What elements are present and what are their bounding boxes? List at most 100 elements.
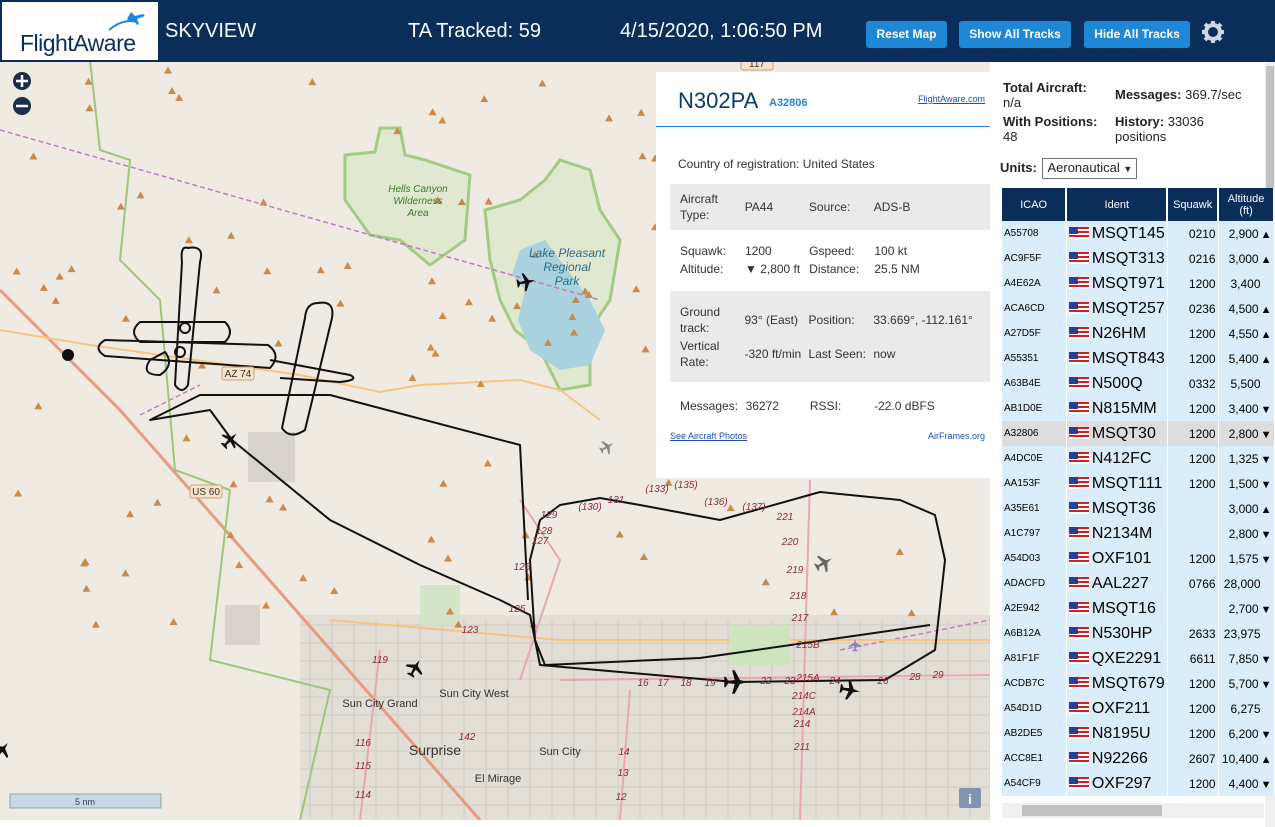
ident: N8195U (1066, 721, 1168, 746)
show-tracks-button[interactable]: Show All Tracks (959, 21, 1071, 48)
aircraft-row[interactable]: A81F1F QXE2291 6611 7,850 ▼ (1002, 646, 1275, 671)
aircraft-row[interactable]: AC9F5F MSQT313 0216 3,000 ▲ (1002, 246, 1275, 271)
peak (330, 586, 339, 594)
altitude-value: 7,850 (1228, 651, 1259, 666)
peak (438, 116, 447, 124)
aircraft-row[interactable]: A54CF9 OXF297 1200 4,400 ▼ (1002, 771, 1275, 796)
info-button[interactable] (959, 788, 981, 808)
map-label: 125 (509, 604, 526, 615)
photos-link[interactable]: See Aircraft Photos (670, 431, 748, 441)
icao: A35E61 (1002, 496, 1067, 521)
aircraft-row[interactable]: A63B4E N500Q 0332 5,500 (1002, 371, 1275, 396)
zoom-in[interactable] (13, 72, 31, 90)
ident: OXF101 (1066, 546, 1168, 571)
altitude: 10,400 ▲ (1218, 746, 1275, 771)
info-label: Last Seen: (808, 346, 866, 361)
trend: ▼ (1260, 453, 1272, 466)
aircraft-row[interactable]: A1C797 N2134M 2,800 ▼ (1002, 521, 1275, 546)
ident: MSQT313 (1066, 246, 1168, 271)
map-label: 12 (615, 792, 627, 803)
peak (457, 198, 466, 206)
zoom-out[interactable] (13, 97, 31, 115)
aircraft-row[interactable]: A6B12A N530HP 2633 23,975 (1002, 621, 1275, 646)
altitude-value: 1,500 (1228, 476, 1259, 491)
h-scrollbar[interactable] (1002, 803, 1264, 818)
ident: MSQT16 (1066, 596, 1168, 621)
icao: A27D5F (1002, 321, 1067, 346)
aircraft-row[interactable]: ACC8E1 N92266 2607 10,400 ▲ (1002, 746, 1275, 771)
trend: ▼ (1260, 528, 1272, 541)
ident-text: MSQT16 (1091, 599, 1156, 617)
icao: AC9F5F (1002, 246, 1067, 271)
aircraft-row[interactable]: A27D5F N26HM 1200 4,550 ▲ (1002, 321, 1275, 346)
aircraft-row[interactable]: A4DC0E N412FC 1200 1,325 ▼ (1002, 446, 1275, 471)
map-label: 219 (786, 565, 804, 576)
peak (581, 287, 590, 295)
peak (393, 127, 402, 135)
peak (444, 554, 453, 562)
info-button-label[interactable]: i (968, 791, 972, 807)
settings-gear[interactable] (1200, 19, 1226, 45)
trend: ▼ (1260, 678, 1272, 691)
ident: N2134M (1066, 521, 1168, 546)
flightaware-link[interactable]: FlightAware.com (918, 94, 985, 104)
peak (116, 202, 125, 210)
logo-plane (108, 12, 145, 31)
peak (279, 503, 288, 511)
altitude-value: 3,400 (1228, 401, 1259, 416)
icao: A32806 (1002, 421, 1067, 446)
peak (227, 231, 236, 239)
map-label: 23 (783, 676, 796, 687)
trend: ▼ (1260, 728, 1272, 741)
aircraft-row[interactable]: A35E61 MSQT36 3,000 ▲ (1002, 496, 1275, 521)
hide-tracks-button[interactable]: Hide All Tracks (1084, 21, 1190, 48)
aircraft-row[interactable]: A55351 MSQT843 1200 5,400 ▲ (1002, 346, 1275, 371)
peak (308, 78, 317, 86)
airframes-link[interactable]: AirFrames.org (927, 431, 985, 441)
icao: AA153F (1002, 471, 1067, 496)
info-row: Ground track: 93° (East) Position: 33.669°,… (680, 303, 980, 337)
peak (126, 510, 135, 518)
country-label: Country of registration: (678, 157, 800, 171)
ident-text: QXE2291 (1091, 649, 1162, 667)
units-select[interactable]: Aeronautical ▼ (1042, 158, 1138, 179)
aircraft-row[interactable]: ADACFD AAL227 0766 28,000 (1002, 571, 1275, 596)
aircraft-row[interactable]: A54D1D OXF211 1200 6,275 (1002, 696, 1275, 721)
column-header: Ident (1066, 188, 1169, 221)
aircraft-row[interactable]: AB1D0E N815MM 1200 3,400 ▼ (1002, 396, 1275, 421)
ident: QXE2291 (1066, 646, 1168, 671)
ident-text: OXF211 (1091, 699, 1151, 717)
altitude: 3,000 ▲ (1218, 246, 1275, 271)
aircraft-row[interactable]: ACA6CD MSQT257 0236 4,500 ▲ (1002, 296, 1275, 321)
aircraft-row[interactable]: A2E942 MSQT16 2,700 ▼ (1002, 596, 1275, 621)
squawk: 1200 (1167, 721, 1219, 746)
icao: A4DC0E (1002, 446, 1067, 471)
icao: A4E62A (1002, 271, 1067, 296)
aircraft-row[interactable]: AB2DE5 N8195U 1200 6,200 ▼ (1002, 721, 1275, 746)
aircraft-icon (405, 660, 423, 678)
altitude: 28,000 (1218, 571, 1275, 596)
units-value: Aeronautical (1047, 160, 1120, 175)
icao: A6B12A (1002, 621, 1067, 646)
map-label: 16 (637, 678, 649, 689)
aircraft-row[interactable]: AA153F MSQT111 1200 1,500 ▼ (1002, 471, 1275, 496)
peak (531, 251, 540, 259)
peak (438, 312, 447, 320)
aircraft-row[interactable]: ACDB7C MSQT679 1200 5,700 ▼ (1002, 671, 1275, 696)
aircraft-icon (599, 441, 614, 455)
peak (274, 339, 283, 347)
reset-map-button[interactable]: Reset Map (866, 21, 947, 48)
info-row: Vertical Rate: -320 ft/min Last Seen: now (680, 337, 980, 371)
squawk (1167, 596, 1219, 621)
map-label: 19 (704, 678, 716, 689)
road-shield (221, 366, 255, 381)
aircraft-row[interactable]: A32806 MSQT30 1200 2,800 ▼ (1002, 421, 1275, 446)
aircraft-row[interactable]: A54D03 OXF101 1200 1,575 ▼ (1002, 546, 1275, 571)
aircraft-row[interactable]: A4E62A MSQT971 1200 3,400 (1002, 271, 1275, 296)
peak (164, 66, 172, 74)
peak (615, 530, 624, 538)
aircraft-row[interactable]: A55708 MSQT145 0210 2,900 ▲ (1002, 221, 1275, 246)
map-label: Surprise (409, 742, 461, 758)
header: FlightAware SKYVIEW TA Tracked: 59 4/15/… (0, 0, 1275, 62)
logo[interactable]: FlightAware (0, 0, 160, 62)
